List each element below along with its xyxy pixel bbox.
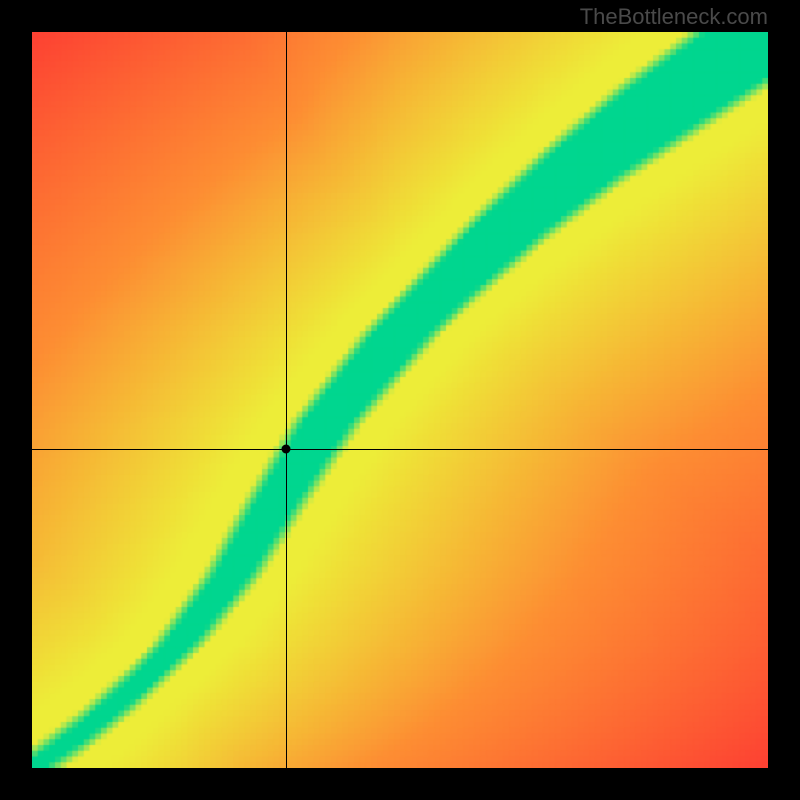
crosshair-horizontal (32, 449, 768, 450)
heatmap-plot (32, 32, 768, 768)
chart-container: TheBottleneck.com (0, 0, 800, 800)
heatmap-canvas (32, 32, 768, 768)
crosshair-vertical (286, 32, 287, 768)
crosshair-marker (281, 444, 290, 453)
watermark-text: TheBottleneck.com (580, 4, 768, 30)
